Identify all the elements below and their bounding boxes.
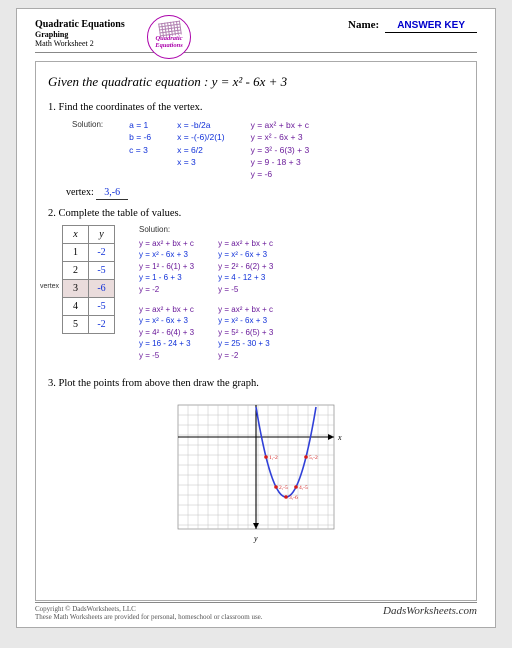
page-title: Quadratic Equations [35, 19, 125, 30]
graph-container: x y 1,-2 2,-53,-64,-5 5,-2 [48, 397, 464, 547]
logo-icon: Quadratic Equations [147, 15, 191, 59]
q1-text: 1. Find the coordinates of the vertex. [48, 102, 464, 113]
parabola-graph: x y 1,-2 2,-53,-64,-5 5,-2 [166, 397, 346, 547]
question-1: 1. Find the coordinates of the vertex. S… [48, 102, 464, 198]
content-box: Given the quadratic equation : y = x² - … [35, 61, 477, 601]
header: Quadratic Equations Graphing Math Worksh… [35, 19, 477, 53]
name-value: ANSWER KEY [385, 20, 477, 33]
table-row: 2-5 [63, 261, 115, 279]
table-row: 3-6 [63, 279, 115, 297]
solution-label: Solution: [72, 119, 103, 181]
q1-solution: Solution: a = 1b = -6c = 3 x = -b/2ax = … [48, 119, 464, 181]
footer-left: Copyright © DadsWorksheets, LLC These Ma… [35, 605, 263, 621]
solution-label: Solution: [139, 225, 464, 234]
svg-text:x: x [337, 433, 342, 442]
values-table: xy1-22-53-64-55-2 [62, 225, 115, 334]
header-left: Quadratic Equations Graphing Math Worksh… [35, 19, 125, 48]
q3-text: 3. Plot the points from above then draw … [48, 378, 464, 389]
logo-text: Quadratic Equations [148, 36, 190, 49]
q1-col-x: x = -b/2ax = -(-6)/2(1)x = 6/2x = 3 [177, 119, 224, 181]
brand-text: DadsWorksheets.com [383, 605, 477, 621]
question-2: 2. Complete the table of values. vertex … [48, 208, 464, 370]
footer: Copyright © DadsWorksheets, LLC These Ma… [35, 602, 477, 621]
table-row: 1-2 [63, 243, 115, 261]
svg-text:5,-2: 5,-2 [309, 455, 318, 461]
question-3: 3. Plot the points from above then draw … [48, 378, 464, 547]
table-row: 5-2 [63, 315, 115, 333]
svg-text:1,-2: 1,-2 [269, 455, 278, 461]
worksheet-page: Quadratic Equations Graphing Math Worksh… [16, 8, 496, 628]
table-row: 4-5 [63, 297, 115, 315]
name-row: Name: ANSWER KEY [348, 19, 477, 33]
vertex-value: 3,-6 [96, 187, 128, 200]
q1-col-abc: a = 1b = -6c = 3 [129, 119, 151, 181]
footer-note: These Math Worksheets are provided for p… [35, 613, 263, 621]
q2-solution: y = ax² + bx + cy = x² - 6x + 3y = 1² - … [139, 238, 464, 370]
copyright: Copyright © DadsWorksheets, LLC [35, 605, 263, 613]
worksheet-number: Math Worksheet 2 [35, 39, 125, 48]
svg-text:y: y [253, 534, 258, 543]
q1-col-y: y = ax² + bx + cy = x² - 6x + 3y = 3² - … [251, 119, 310, 181]
vertex-row-label: vertex [40, 283, 59, 290]
svg-text:4,-5: 4,-5 [299, 485, 308, 491]
given-equation: Given the quadratic equation : y = x² - … [48, 74, 464, 90]
svg-text:2,-5: 2,-5 [279, 485, 288, 491]
q2-text: 2. Complete the table of values. [48, 208, 464, 219]
name-label: Name: [348, 19, 379, 31]
page-subtitle: Graphing [35, 30, 125, 39]
svg-text:3,-6: 3,-6 [289, 495, 298, 501]
vertex-answer: vertex: 3,-6 [66, 187, 464, 198]
